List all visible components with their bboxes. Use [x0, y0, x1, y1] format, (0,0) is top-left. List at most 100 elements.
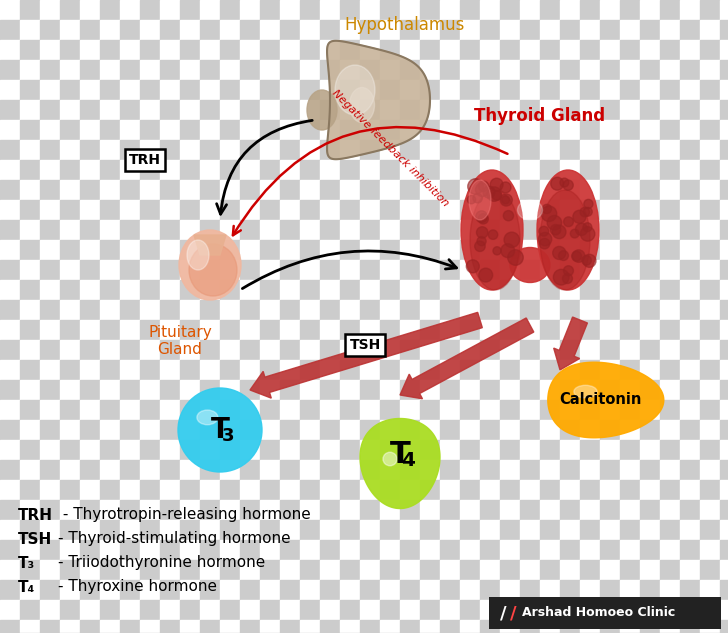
Bar — [620, 180, 640, 200]
Bar — [320, 60, 340, 80]
Bar — [720, 620, 728, 633]
Bar — [560, 100, 580, 120]
Bar — [460, 580, 480, 600]
Bar — [620, 20, 640, 40]
Bar — [280, 20, 300, 40]
Bar — [420, 180, 440, 200]
Bar — [140, 460, 160, 480]
Bar — [260, 460, 280, 480]
Bar — [200, 580, 220, 600]
Bar — [60, 560, 80, 580]
Bar — [280, 520, 300, 540]
Bar — [580, 500, 600, 520]
Bar — [660, 320, 680, 340]
Bar — [560, 200, 580, 220]
Bar — [120, 320, 140, 340]
Bar — [220, 220, 240, 240]
Bar — [340, 100, 360, 120]
Bar — [240, 420, 260, 440]
Bar — [500, 200, 520, 220]
Bar — [0, 300, 20, 320]
Bar — [700, 340, 720, 360]
Bar — [360, 60, 380, 80]
Bar — [400, 580, 420, 600]
Bar — [200, 180, 220, 200]
Bar — [580, 20, 600, 40]
Bar — [200, 560, 220, 580]
Bar — [40, 220, 60, 240]
Circle shape — [583, 254, 596, 267]
Bar — [300, 540, 320, 560]
Bar — [140, 180, 160, 200]
Bar — [40, 480, 60, 500]
Bar — [300, 400, 320, 420]
Bar — [540, 480, 560, 500]
Bar — [80, 560, 100, 580]
Bar — [580, 40, 600, 60]
Bar — [500, 140, 520, 160]
Bar — [540, 20, 560, 40]
Bar — [0, 0, 20, 20]
Bar — [160, 620, 180, 633]
Bar — [120, 440, 140, 460]
Bar — [120, 560, 140, 580]
Bar — [40, 420, 60, 440]
Bar — [20, 80, 40, 100]
Bar — [420, 20, 440, 40]
Bar — [240, 560, 260, 580]
Bar — [360, 220, 380, 240]
Bar — [240, 260, 260, 280]
Bar — [200, 120, 220, 140]
Bar — [440, 480, 460, 500]
Bar — [660, 240, 680, 260]
Bar — [680, 320, 700, 340]
Bar — [240, 480, 260, 500]
Bar — [200, 140, 220, 160]
Bar — [600, 180, 620, 200]
Bar — [80, 260, 100, 280]
Bar — [420, 60, 440, 80]
Bar — [220, 300, 240, 320]
Bar — [380, 460, 400, 480]
Bar — [40, 380, 60, 400]
Bar — [460, 560, 480, 580]
Bar — [640, 460, 660, 480]
Bar — [0, 360, 20, 380]
Bar — [20, 140, 40, 160]
Bar — [480, 340, 500, 360]
Ellipse shape — [470, 190, 520, 290]
Ellipse shape — [349, 87, 374, 123]
Bar — [600, 480, 620, 500]
Bar — [0, 320, 20, 340]
Circle shape — [475, 183, 489, 196]
Bar — [20, 520, 40, 540]
Bar — [240, 320, 260, 340]
Bar — [80, 480, 100, 500]
Bar — [140, 200, 160, 220]
Bar — [360, 240, 380, 260]
Bar — [140, 620, 160, 633]
Circle shape — [582, 256, 591, 265]
Bar — [660, 280, 680, 300]
Bar — [220, 480, 240, 500]
Bar — [540, 540, 560, 560]
Bar — [380, 280, 400, 300]
Bar — [680, 40, 700, 60]
Bar — [180, 220, 200, 240]
Bar — [360, 200, 380, 220]
Bar — [60, 280, 80, 300]
Bar — [700, 160, 720, 180]
Bar — [580, 520, 600, 540]
Bar — [400, 120, 420, 140]
Bar — [160, 180, 180, 200]
Bar — [160, 400, 180, 420]
Bar — [80, 600, 100, 620]
Bar — [480, 500, 500, 520]
Bar — [600, 120, 620, 140]
Bar — [620, 200, 640, 220]
Bar — [120, 380, 140, 400]
Circle shape — [538, 232, 552, 246]
Bar — [180, 320, 200, 340]
Bar — [300, 120, 320, 140]
Bar — [620, 260, 640, 280]
